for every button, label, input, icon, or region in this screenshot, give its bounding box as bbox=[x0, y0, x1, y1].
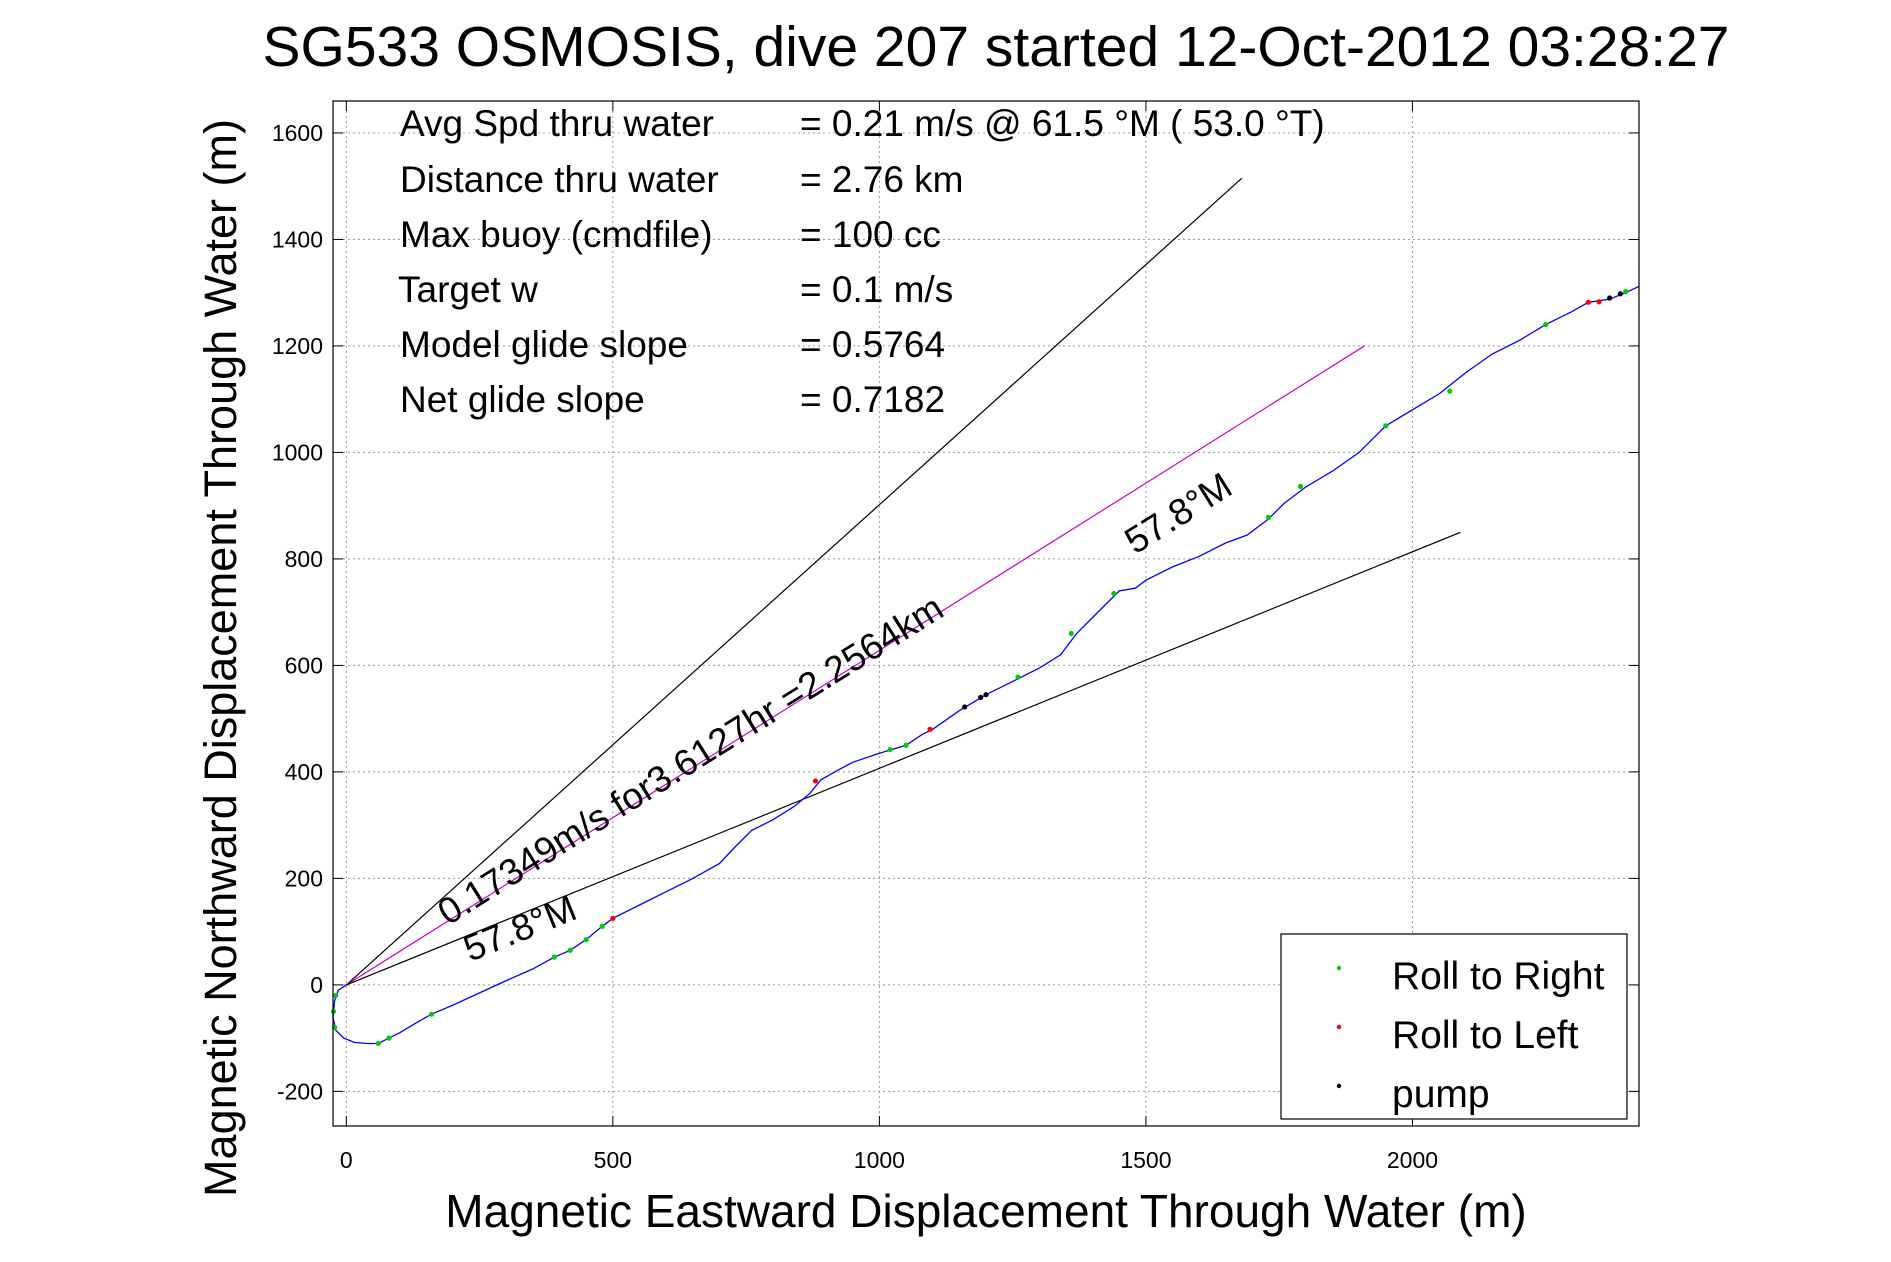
y-tick-label: 600 bbox=[285, 652, 323, 678]
info-label-model-glide: Model glide slope bbox=[400, 324, 688, 365]
info-value-distance: = 2.76 km bbox=[800, 159, 964, 200]
roll-right-marker bbox=[429, 1011, 435, 1017]
roll-right-marker bbox=[1111, 590, 1117, 597]
pump-marker bbox=[983, 692, 989, 698]
roll-left-marker bbox=[927, 726, 933, 732]
legend: Roll to Right Roll to Left pump bbox=[1280, 933, 1628, 1120]
pump-marker bbox=[962, 704, 968, 710]
legend-label-roll-right: Roll to Right bbox=[1392, 955, 1605, 998]
chart-title: SG533 OSMOSIS, dive 207 started 12-Oct-2… bbox=[263, 15, 1730, 79]
roll-right-marker bbox=[1068, 630, 1074, 637]
reference-line-0 bbox=[345, 177, 1243, 986]
track-layer bbox=[332, 285, 1640, 1045]
roll-right-marker bbox=[1383, 423, 1389, 429]
roll-right-marker bbox=[1543, 322, 1549, 328]
x-axis-label: Magnetic Eastward Displacement Through W… bbox=[445, 1185, 1526, 1237]
grid-lines bbox=[333, 101, 1639, 1126]
x-tick-label: 500 bbox=[594, 1147, 632, 1173]
roll-right-marker bbox=[567, 947, 573, 953]
roll-right-marker bbox=[887, 746, 893, 753]
roll-left-marker bbox=[812, 778, 819, 784]
legend-marker-roll-left bbox=[1336, 1024, 1342, 1030]
axis-ticks bbox=[333, 101, 1639, 1126]
info-value-net-glide: = 0.7182 bbox=[800, 379, 945, 420]
y-tick-label: 800 bbox=[285, 546, 323, 572]
y-tick-label: -200 bbox=[277, 1078, 323, 1104]
pump-marker bbox=[1607, 295, 1613, 301]
roll-right-marker bbox=[1265, 514, 1272, 520]
reference-line-1 bbox=[346, 345, 1365, 986]
roll-right-marker bbox=[599, 923, 605, 929]
info-value-avg-speed: = 0.21 m/s @ 61.5 °M ( 53.0 °T) bbox=[800, 103, 1325, 144]
info-label-avg-speed: Avg Spd thru water bbox=[400, 103, 714, 144]
y-tick-label: 1400 bbox=[272, 226, 323, 252]
roll-right-marker bbox=[1447, 388, 1453, 394]
reference-lines bbox=[345, 177, 1461, 986]
roll-right-marker bbox=[333, 992, 339, 999]
info-label-distance: Distance thru water bbox=[400, 159, 719, 200]
legend-label-roll-left: Roll to Left bbox=[1392, 1014, 1579, 1057]
info-value-max-buoy: = 100 cc bbox=[800, 214, 941, 255]
pump-marker bbox=[1617, 291, 1623, 297]
track-line bbox=[332, 285, 1640, 1045]
y-axis-label: Magnetic Northward Displacement Through … bbox=[195, 119, 246, 1197]
roll-right-marker bbox=[1015, 674, 1021, 680]
roll-right-marker bbox=[583, 937, 589, 943]
pump-marker bbox=[978, 694, 984, 700]
roll-right-marker bbox=[1297, 483, 1304, 490]
info-box: Avg Spd thru water = 0.21 m/s @ 61.5 °M … bbox=[398, 103, 1325, 420]
info-value-model-glide: = 0.5764 bbox=[800, 324, 945, 365]
y-tick-label: 400 bbox=[285, 759, 323, 785]
roll-left-marker bbox=[1596, 299, 1602, 305]
x-tick-label: 1500 bbox=[1120, 1147, 1171, 1173]
roll-left-marker bbox=[1585, 299, 1591, 305]
legend-marker-pump bbox=[1336, 1083, 1342, 1089]
x-tick-label: 1000 bbox=[854, 1147, 905, 1173]
info-label-max-buoy: Max buoy (cmdfile) bbox=[400, 214, 713, 255]
y-tick-label: 200 bbox=[285, 865, 323, 891]
y-tick-labels: -200 0 200 400 600 800 1000 1200 1400 1600 bbox=[272, 120, 323, 1104]
reference-line-2 bbox=[346, 531, 1461, 986]
x-tick-labels: 0 500 1000 1500 2000 bbox=[340, 1147, 1438, 1173]
legend-marker-roll-right bbox=[1336, 965, 1342, 971]
legend-label-pump: pump bbox=[1392, 1073, 1490, 1116]
info-value-target-w: = 0.1 m/s bbox=[800, 269, 953, 310]
roll-left-marker bbox=[610, 915, 616, 921]
x-tick-label: 0 bbox=[340, 1147, 353, 1173]
roll-right-marker bbox=[1623, 289, 1629, 295]
roll-right-marker bbox=[386, 1035, 392, 1041]
x-tick-label: 2000 bbox=[1387, 1147, 1438, 1173]
info-label-net-glide: Net glide slope bbox=[400, 379, 645, 420]
roll-right-marker bbox=[551, 954, 557, 960]
plot-frame bbox=[332, 100, 1640, 1127]
info-label-target-w: Target w bbox=[398, 269, 538, 310]
y-tick-label: 1600 bbox=[272, 120, 323, 146]
y-tick-label: 1200 bbox=[272, 333, 323, 359]
y-tick-label: 1000 bbox=[272, 439, 323, 465]
y-tick-label: 0 bbox=[310, 972, 323, 998]
roll-right-marker bbox=[903, 742, 909, 748]
roll-right-marker bbox=[375, 1040, 381, 1047]
